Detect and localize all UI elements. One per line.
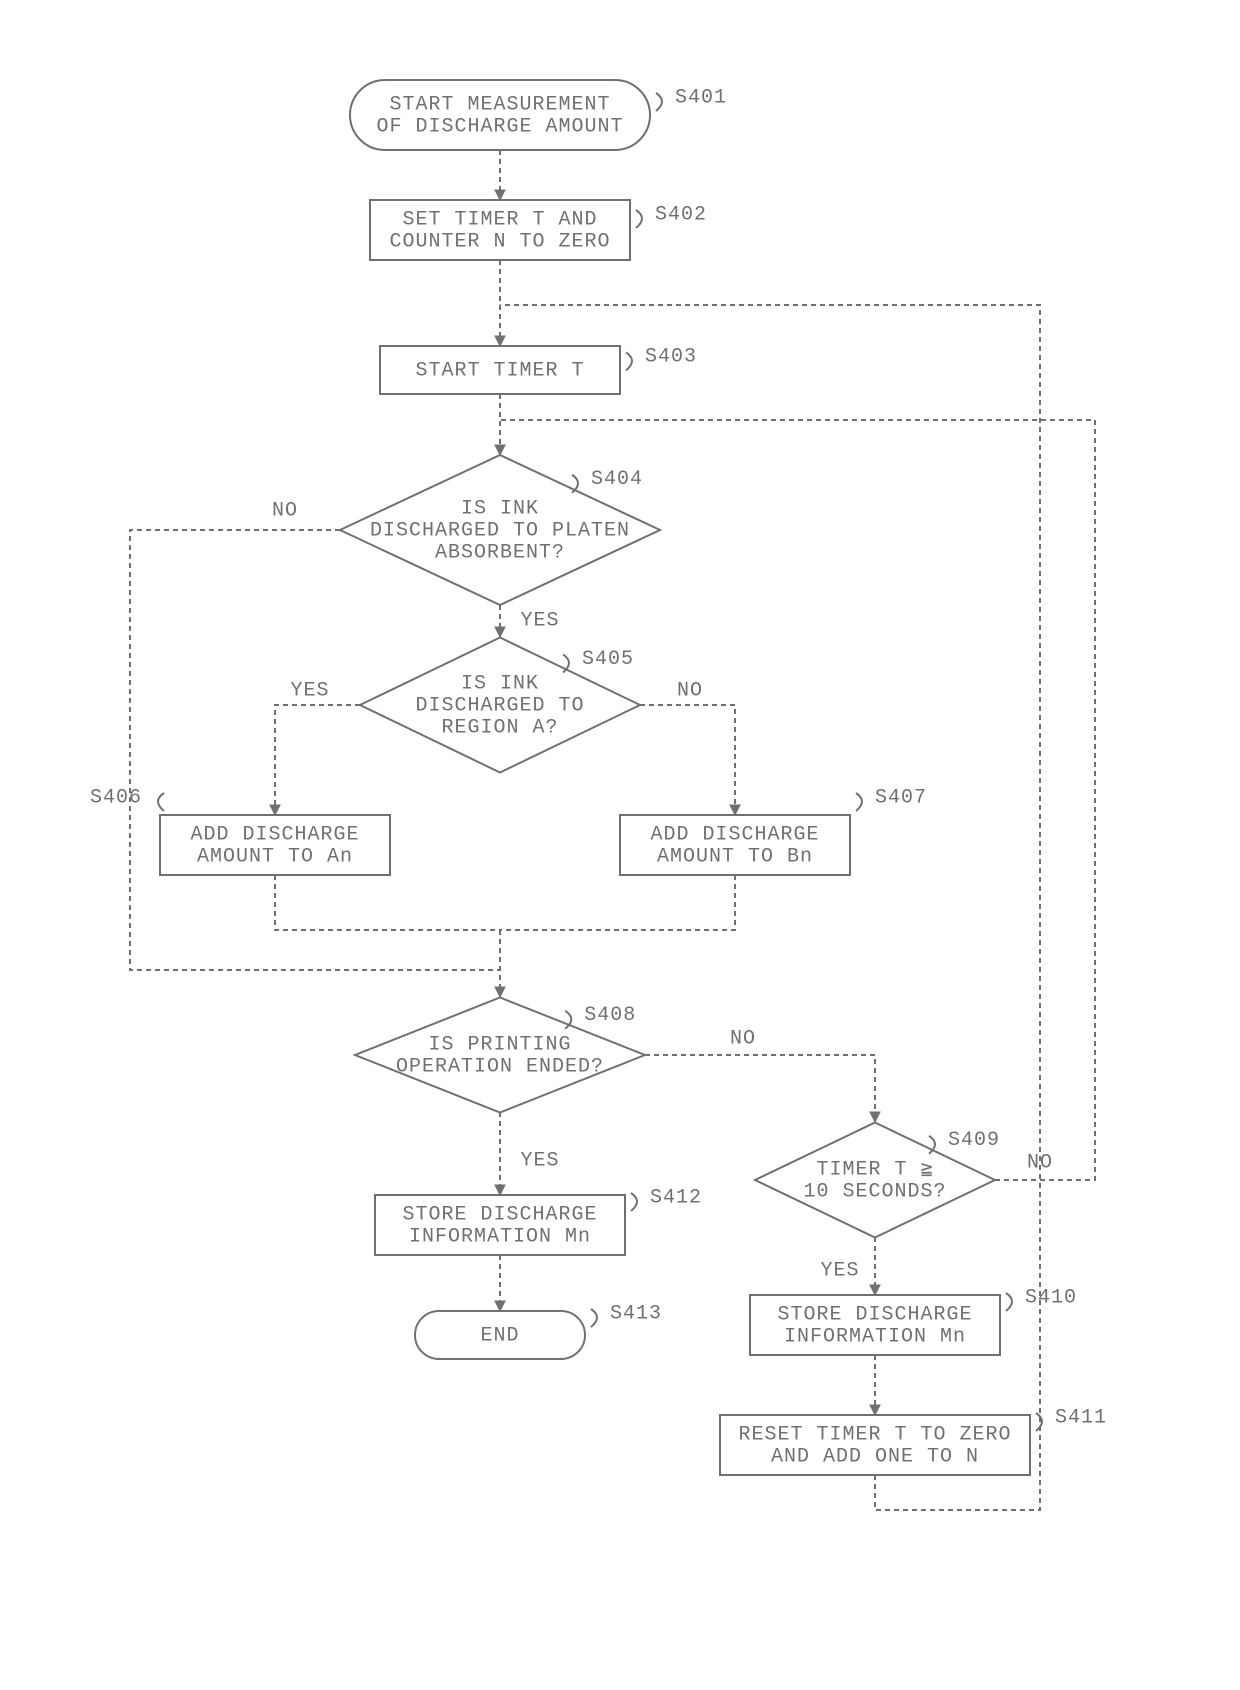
- step-label: S405: [582, 648, 634, 671]
- svg-text:OF DISCHARGE AMOUNT: OF DISCHARGE AMOUNT: [376, 115, 623, 138]
- svg-text:REGION A?: REGION A?: [441, 716, 558, 739]
- svg-text:TIMER T ≧: TIMER T ≧: [816, 1158, 933, 1181]
- step-label: S404: [591, 468, 643, 491]
- svg-text:START MEASUREMENT: START MEASUREMENT: [389, 93, 610, 116]
- svg-text:OPERATION ENDED?: OPERATION ENDED?: [396, 1055, 604, 1078]
- step-label: S410: [1025, 1286, 1077, 1309]
- edge-label: NO: [677, 679, 703, 702]
- svg-text:ADD DISCHARGE: ADD DISCHARGE: [190, 823, 359, 846]
- step-label: S401: [675, 86, 727, 109]
- svg-text:START TIMER T: START TIMER T: [415, 359, 584, 382]
- label-tick: [1006, 1293, 1012, 1311]
- edge-label: YES: [290, 679, 329, 702]
- edge-label: YES: [820, 1259, 859, 1282]
- edge-label: NO: [730, 1027, 756, 1050]
- svg-text:INFORMATION Mn: INFORMATION Mn: [784, 1325, 966, 1348]
- edge: [500, 875, 735, 930]
- step-label: S413: [610, 1302, 662, 1325]
- edge: [130, 530, 500, 970]
- svg-text:ABSORBENT?: ABSORBENT?: [435, 541, 565, 564]
- svg-text:INFORMATION Mn: INFORMATION Mn: [409, 1225, 591, 1248]
- svg-text:IS PRINTING: IS PRINTING: [428, 1033, 571, 1056]
- label-tick: [636, 210, 642, 228]
- flowchart-canvas: YES NO YES NO YES NO YES NO START MEASUREMENTOF …: [0, 0, 1240, 1690]
- svg-text:DISCHARGED TO PLATEN: DISCHARGED TO PLATEN: [370, 519, 630, 542]
- svg-text:STORE DISCHARGE: STORE DISCHARGE: [402, 1203, 597, 1226]
- svg-text:AMOUNT TO An: AMOUNT TO An: [197, 845, 353, 868]
- label-tick: [856, 793, 862, 811]
- svg-text:STORE DISCHARGE: STORE DISCHARGE: [777, 1303, 972, 1326]
- step-label: S411: [1055, 1406, 1107, 1429]
- svg-text:10 SECONDS?: 10 SECONDS?: [803, 1180, 946, 1203]
- label-tick: [626, 352, 632, 370]
- svg-text:AMOUNT TO Bn: AMOUNT TO Bn: [657, 845, 813, 868]
- svg-text:COUNTER N TO ZERO: COUNTER N TO ZERO: [389, 230, 610, 253]
- edge-label: NO: [272, 499, 298, 522]
- edge-label: NO: [1027, 1151, 1053, 1174]
- svg-text:RESET TIMER T TO ZERO: RESET TIMER T TO ZERO: [738, 1423, 1011, 1446]
- step-label: S407: [875, 786, 927, 809]
- edge-label: YES: [520, 1149, 559, 1172]
- svg-text:IS INK: IS INK: [461, 672, 539, 695]
- svg-text:END: END: [480, 1324, 519, 1347]
- edge: [640, 705, 735, 815]
- svg-text:AND ADD ONE TO N: AND ADD ONE TO N: [771, 1445, 979, 1468]
- step-label: S412: [650, 1186, 702, 1209]
- svg-text:DISCHARGED TO: DISCHARGED TO: [415, 694, 584, 717]
- svg-text:IS INK: IS INK: [461, 497, 539, 520]
- label-tick: [158, 793, 164, 811]
- edge-label: YES: [520, 609, 559, 632]
- step-label: S402: [655, 203, 707, 226]
- label-tick: [656, 93, 662, 111]
- label-tick: [631, 1193, 637, 1211]
- edge: [275, 705, 360, 815]
- svg-text:SET TIMER T AND: SET TIMER T AND: [402, 208, 597, 231]
- step-label: S406: [90, 786, 142, 809]
- step-label: S408: [584, 1004, 636, 1027]
- edge: [645, 1055, 875, 1122]
- edge: [275, 875, 500, 930]
- step-label: S403: [645, 346, 697, 369]
- label-tick: [591, 1309, 597, 1327]
- step-label: S409: [948, 1129, 1000, 1152]
- svg-text:ADD DISCHARGE: ADD DISCHARGE: [650, 823, 819, 846]
